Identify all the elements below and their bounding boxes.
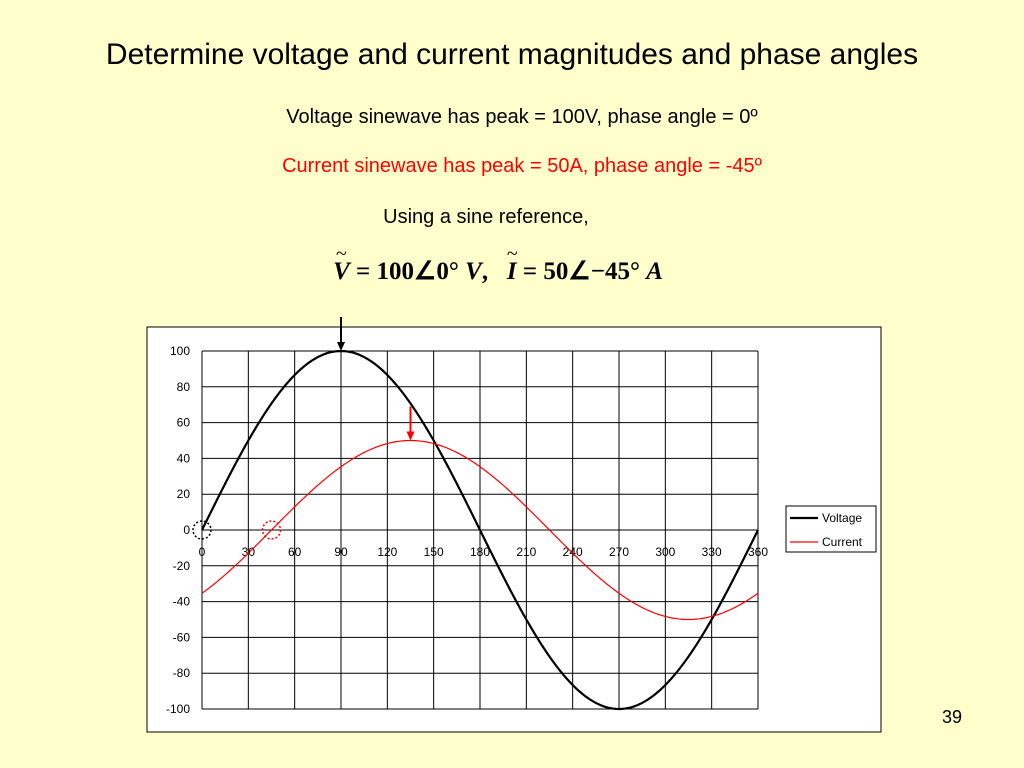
y-tick-label: 60 <box>177 416 191 430</box>
current-equals: = <box>522 258 544 285</box>
x-tick-label: 210 <box>516 545 536 559</box>
equation-separator: , <box>481 258 489 285</box>
x-tick-label: 180 <box>470 545 490 559</box>
annotation-zero-crossing-marker <box>261 520 282 540</box>
series-line-voltage <box>201 349 759 711</box>
x-tick-label: 360 <box>748 545 768 559</box>
y-tick-label: -40 <box>173 595 191 609</box>
y-tick-label: 100 <box>170 344 190 358</box>
annotation-arrow-head <box>337 342 345 351</box>
voltage-phasor-value: 100∠0° <box>376 258 459 285</box>
x-tick-label: 60 <box>288 545 302 559</box>
x-tick-label: 120 <box>377 545 397 559</box>
y-tick-label: 0 <box>183 523 190 537</box>
current-unit: A <box>646 258 663 285</box>
x-tick-label: 300 <box>655 545 675 559</box>
voltage-tilde: ~ <box>335 243 347 265</box>
y-tick-label: -60 <box>173 630 191 644</box>
chart-legend <box>785 505 877 553</box>
current-phasor-symbol: ~ I <box>506 243 518 286</box>
voltage-symbol: V <box>333 258 350 285</box>
current-tilde: ~ <box>506 243 518 265</box>
current-phasor-value: 50∠−45° <box>543 258 640 285</box>
y-tick-label: 40 <box>177 451 191 465</box>
y-tick-label: -100 <box>166 702 190 716</box>
x-tick-label: 270 <box>609 545 629 559</box>
voltage-description: Voltage sinewave has peak = 100V, phase … <box>286 106 758 128</box>
voltage-unit: V <box>465 258 482 285</box>
slide-title: Determine voltage and current magnitudes… <box>105 38 919 71</box>
x-tick-label: 330 <box>702 545 722 559</box>
annotation-arrow-head <box>406 431 415 441</box>
x-tick-label: 90 <box>334 545 348 559</box>
current-description: Current sinewave has peak = 50A, phase a… <box>282 155 762 177</box>
phasor-equation: ~ V = 100∠0° V, ~ I = 50∠−45° A <box>0 243 996 286</box>
legend-label-current: Current <box>822 535 863 549</box>
page-number: 39 <box>941 707 962 727</box>
annotation-zero-crossing-marker <box>192 520 212 540</box>
y-tick-label: -80 <box>173 666 191 680</box>
x-tick-label: 0 <box>199 545 206 559</box>
x-tick-label: 150 <box>424 545 444 559</box>
voltage-phasor-symbol: ~ V <box>333 243 350 286</box>
series-line-current <box>201 439 759 621</box>
y-tick-label: 80 <box>177 380 191 394</box>
current-symbol: I <box>506 258 517 285</box>
reference-text: Using a sine reference, <box>383 206 589 228</box>
y-tick-label: 20 <box>177 487 191 501</box>
y-tick-label: -20 <box>173 559 191 573</box>
legend-label-voltage: Voltage <box>822 511 862 525</box>
voltage-equals: = <box>356 258 377 285</box>
